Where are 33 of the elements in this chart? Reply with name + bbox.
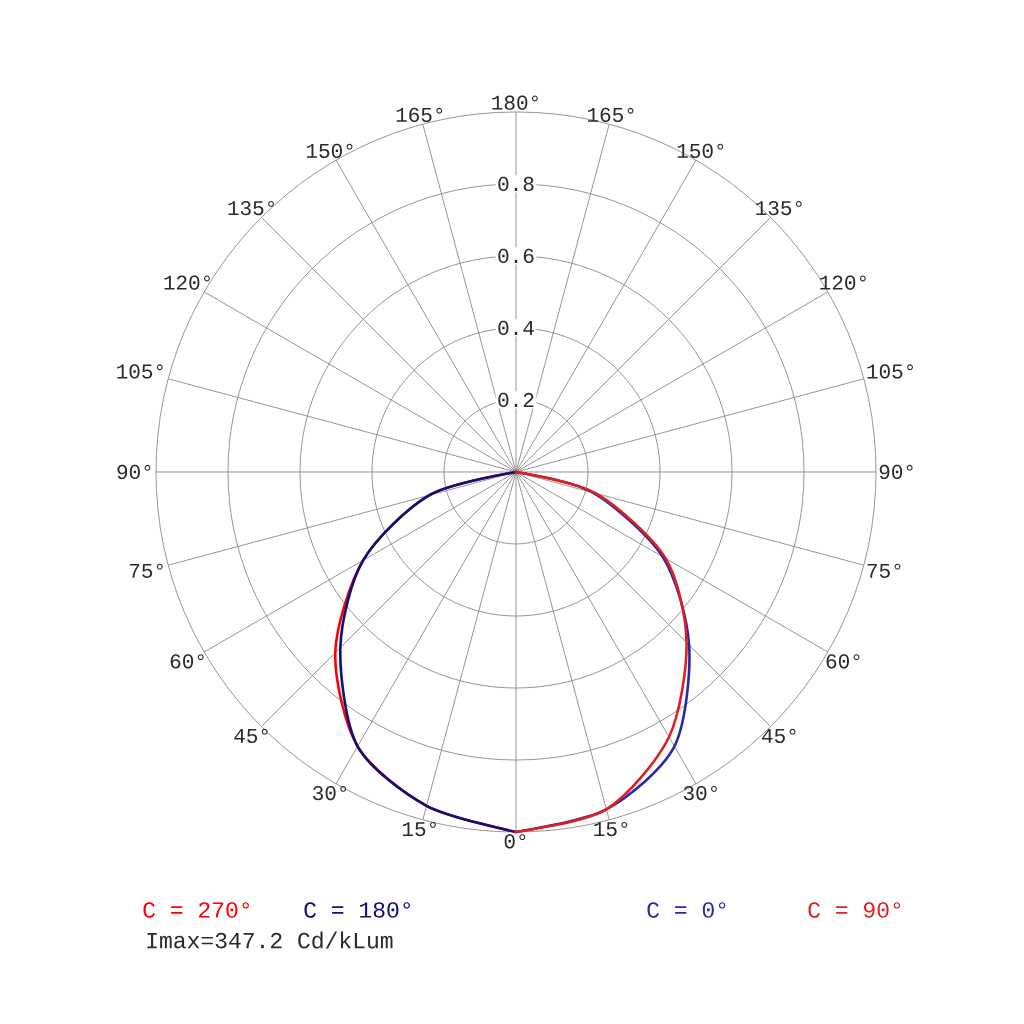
text: C = 270° [143,902,249,918]
spoke-label: 150° [306,143,353,159]
spoke-label: 120° [164,275,210,290]
spoke-label: 60° [170,654,204,669]
text: C = 180° [304,902,410,918]
text: Imax=347.2 Cd/kLum [147,931,393,949]
spoke-label: 90° [879,464,913,480]
text: C = 90° [808,902,901,918]
spoke-label: 165° [588,107,634,123]
spoke-label: 105° [117,364,163,379]
spoke-label: 150° [677,143,724,159]
spoke-label: 135° [228,200,274,216]
spoke-label: 165° [396,107,443,123]
spoke-label: 90° [117,464,151,480]
y-tick-label: 0.8 [498,176,534,192]
spoke-label: 60° [826,654,860,669]
spoke-label: 30° [313,785,347,801]
y-tick-label: 0.2 [498,392,534,408]
spoke-label: 0° [504,834,526,849]
spoke-label: 30° [683,785,717,801]
spoke-label: 45° [762,728,796,744]
spoke-label: 75° [867,563,901,578]
y-tick-label: 0.4 [498,320,534,336]
spoke-label: 180° [492,95,538,110]
spoke-label: 135° [756,200,802,216]
spoke-label: 105° [867,364,913,379]
spoke-label: 45° [234,728,268,744]
y-tick-label: 0.6 [498,248,534,264]
spoke-label: 120° [820,275,866,290]
spoke-label: 75° [129,563,163,578]
text: C = 0° [647,902,726,918]
spoke-label: 15° [402,821,436,837]
spoke-label: 15° [594,821,628,837]
